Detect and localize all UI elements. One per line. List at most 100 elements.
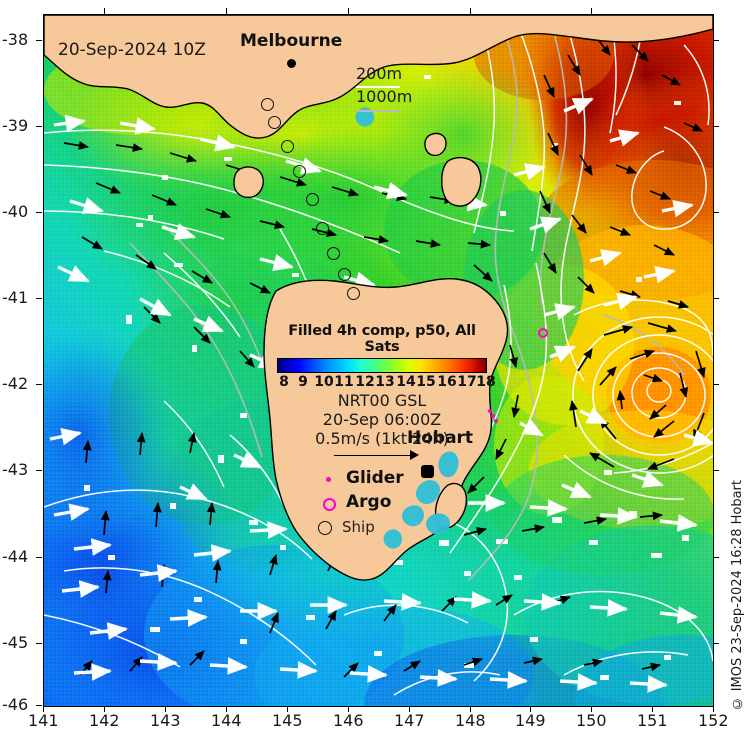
x-tick-label: 142 [89,711,120,730]
map-plot-area[interactable]: 200m 1000m 20-Sep-2024 10Z Melbourne Hob… [43,14,714,707]
timestamp-label: 20-Sep-2024 10Z [58,40,206,60]
y-tick [36,126,42,127]
x-tick-top [226,8,227,14]
depth-200m-label: 200m [356,64,403,83]
depth-1000m-line [356,109,400,112]
x-tick-top [591,8,592,14]
x-tick [530,706,531,712]
cb-tick: 17 [457,374,477,390]
cb-tick: 15 [416,374,436,390]
platform-label: Argo [346,491,392,512]
x-tick-label: 141 [28,711,59,730]
ship-marker[interactable] [327,247,340,260]
x-tick-label: 152 [698,711,729,730]
y-tick-right [713,126,719,127]
cb-tick: 8 [279,374,289,390]
x-tick-label: 148 [455,711,486,730]
x-tick-label: 147 [394,711,425,730]
ship-marker[interactable] [338,268,351,281]
y-tick-label: -39 [2,116,29,135]
ship-marker[interactable] [293,165,306,178]
ship-marker[interactable] [316,222,329,235]
y-tick-label: -38 [2,30,29,49]
y-tick [36,557,42,558]
y-tick [36,298,42,299]
x-tick-top [348,8,349,14]
y-tick-label: -44 [2,547,29,566]
x-tick [348,706,349,712]
hobart-marker [421,465,434,478]
y-tick-label: -46 [2,695,29,714]
y-tick [36,705,42,706]
x-tick-label: 151 [637,711,668,730]
y-tick-right [713,212,719,213]
y-tick-right [713,470,719,471]
y-tick [36,643,42,644]
legend-vector-scale: 0.5m/s (1kt 24h) [315,428,449,448]
x-tick-top [104,8,105,14]
x-tick-label: 146 [333,711,364,730]
cb-tick: 12 [355,374,375,390]
x-tick [470,706,471,712]
platform-label: Ship [342,517,375,536]
sst-colorbar [277,358,487,373]
y-tick-label: -45 [2,633,29,652]
y-tick-label: -40 [2,202,29,221]
glider-marker[interactable] [488,409,492,413]
x-tick-label: 145 [272,711,303,730]
colorbar-tick-labels: 8 9 10 11 12 13 14 15 16 17 18 [272,374,496,391]
y-tick [36,40,42,41]
y-tick-right [713,40,719,41]
city-label-melbourne: Melbourne [240,31,343,51]
cb-tick: 11 [334,374,354,390]
glider-marker[interactable] [494,419,498,423]
x-tick [43,706,44,712]
y-tick-right [713,557,719,558]
x-tick-top [470,8,471,14]
argo-ring-icon [318,492,340,514]
y-tick-right [713,298,719,299]
cb-tick: 13 [375,374,395,390]
y-tick-label: -42 [2,374,29,393]
depth-1000m-label: 1000m [356,86,413,106]
x-tick [409,706,410,712]
y-tick-label: -41 [2,288,29,307]
x-tick-label: 149 [515,711,546,730]
cb-tick: 10 [314,374,334,390]
x-tick [591,706,592,712]
cb-tick: 18 [476,374,496,390]
map-legend: Filled 4h comp, p50, All Sats 8 9 10 11 … [272,323,496,542]
glider-marker[interactable] [491,414,495,418]
city-label-hobart: Hobart [407,428,474,448]
ship-marker[interactable] [347,287,360,300]
legend-title: Filled 4h comp, p50, All Sats [288,323,476,355]
y-tick-right [713,384,719,385]
glider-dot-icon [318,468,340,490]
ship-marker[interactable] [268,116,281,129]
y-tick [36,384,42,385]
x-tick [652,706,653,712]
cb-tick: 14 [396,374,416,390]
cb-tick: 16 [437,374,457,390]
x-tick [165,706,166,712]
platform-label: Glider [346,467,404,488]
y-tick-right [713,643,719,644]
legend-product: NRT00 GSL [337,391,427,410]
platform-key: Glider Argo Ship [272,468,492,542]
melbourne-marker [287,59,296,68]
copyright-wrapper: © IMOS 23-Sep-2024 16:28 Hobart [730,480,745,710]
y-tick [36,470,42,471]
ship-marker[interactable] [306,193,319,206]
ship-marker[interactable] [261,98,274,111]
depth-contour-key: 200m 1000m [356,64,413,112]
argo-marker[interactable] [538,328,548,338]
x-tick-label: 143 [150,711,181,730]
legend-valid-time: 20-Sep 06:00Z [322,409,442,429]
depth-200m-line [356,85,400,88]
velocity-scale-arrow [272,448,492,464]
ship-marker[interactable] [281,140,294,153]
x-tick-label: 144 [211,711,242,730]
y-tick-label: -43 [2,460,29,479]
x-tick [226,706,227,712]
